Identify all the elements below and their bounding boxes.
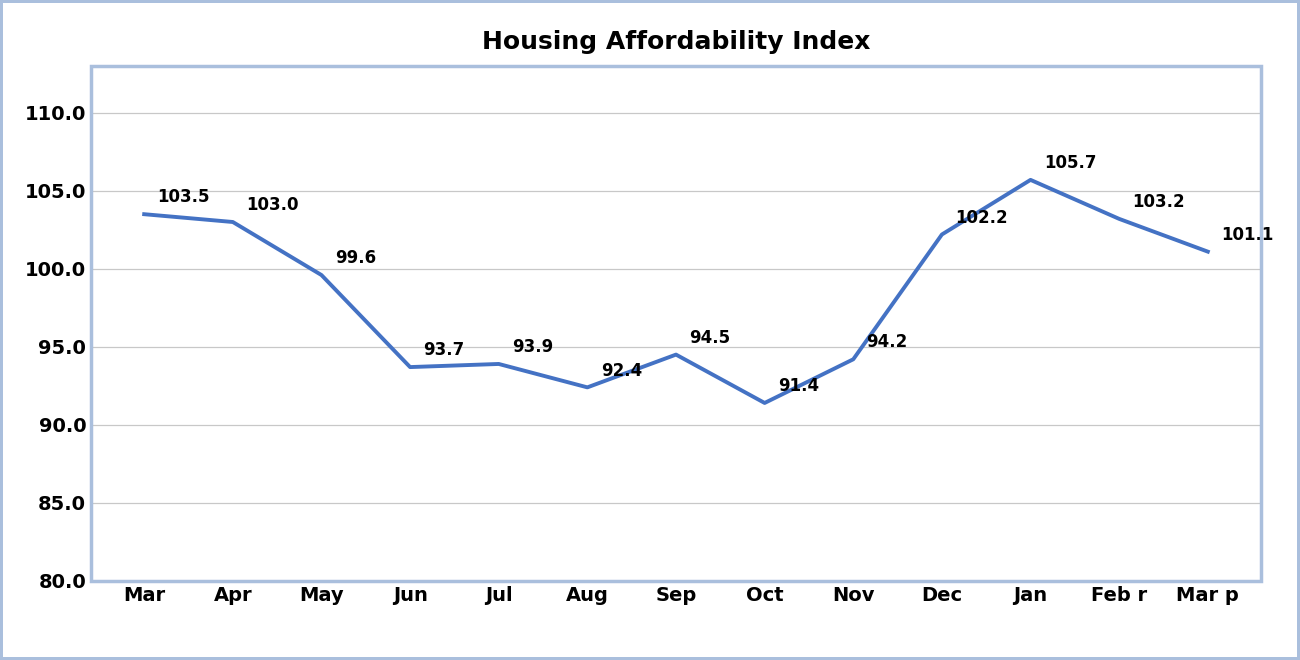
- Text: 103.5: 103.5: [157, 188, 211, 207]
- Text: 99.6: 99.6: [335, 249, 376, 267]
- Text: 93.9: 93.9: [512, 338, 554, 356]
- Text: 103.2: 103.2: [1132, 193, 1186, 211]
- Text: 105.7: 105.7: [1044, 154, 1096, 172]
- Text: 103.0: 103.0: [246, 196, 299, 214]
- Text: 94.2: 94.2: [867, 333, 907, 352]
- Text: 101.1: 101.1: [1221, 226, 1274, 244]
- Text: 93.7: 93.7: [424, 341, 464, 359]
- Text: 92.4: 92.4: [601, 362, 642, 379]
- Text: 91.4: 91.4: [777, 377, 819, 395]
- Text: 94.5: 94.5: [689, 329, 731, 346]
- Text: 102.2: 102.2: [956, 209, 1008, 226]
- Title: Housing Affordability Index: Housing Affordability Index: [482, 30, 870, 54]
